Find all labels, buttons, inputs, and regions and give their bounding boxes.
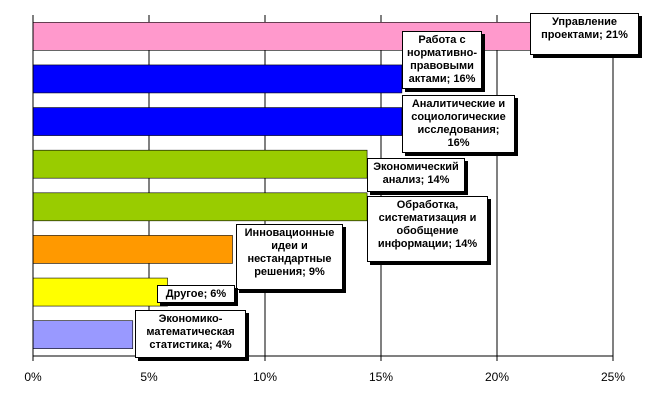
bar-data-label: Обработка, систематизация и обобщение ин…	[367, 196, 488, 262]
axes	[32, 15, 614, 361]
bar-data-label: Аналитические и социологические исследов…	[402, 95, 515, 153]
x-tick-label: 20%	[485, 370, 509, 384]
bar-data-label: Экономический анализ; 14%	[367, 158, 465, 192]
bar-data-label: Другое; 6%	[157, 285, 235, 303]
bar	[32, 107, 403, 136]
bar	[32, 235, 233, 264]
bar	[32, 192, 368, 222]
bar-data-label: Инновационные идеи и нестандартные решен…	[236, 224, 343, 290]
bar	[32, 277, 168, 307]
x-tick-labels: 0% 5% 10% 15% 20% 25%	[24, 370, 625, 384]
bar	[32, 320, 134, 349]
bar-data-label: Работа с нормативно-правовыми актами; 16…	[402, 31, 482, 89]
x-tick-label: 25%	[601, 370, 625, 384]
bar	[32, 64, 403, 94]
bar-data-label: Экономико-математическая статистика; 4%	[135, 310, 246, 358]
x-tick-label: 0%	[24, 370, 42, 384]
x-tick-label: 15%	[369, 370, 393, 384]
x-tick-label: 5%	[140, 370, 158, 384]
bar-data-label: Управление проектами; 21%	[530, 13, 639, 55]
bar	[32, 149, 368, 179]
bars	[32, 22, 533, 349]
x-tick-label: 10%	[253, 370, 277, 384]
